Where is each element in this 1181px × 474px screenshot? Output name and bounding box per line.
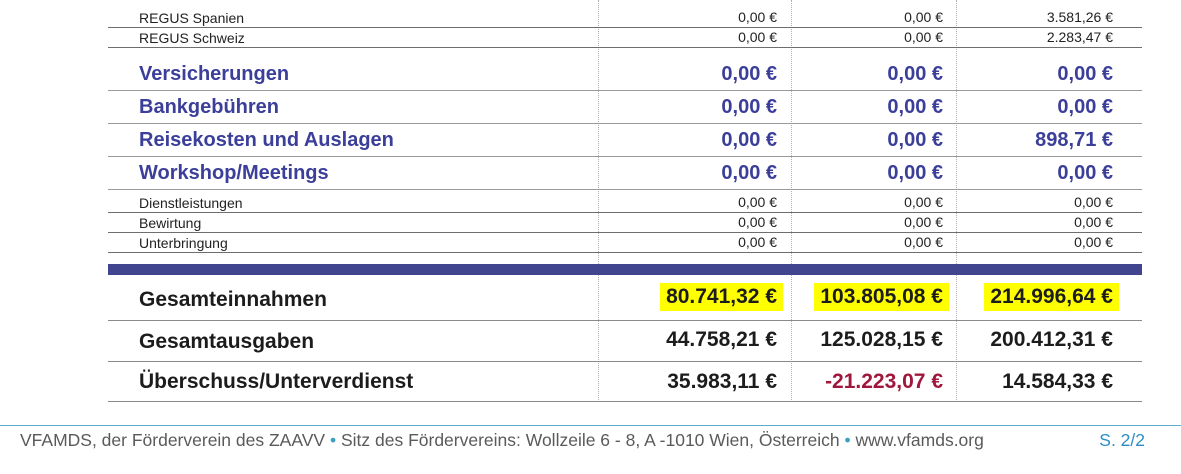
cell-value: 0,00 € <box>887 129 943 151</box>
row-label: Bewirtung <box>139 214 202 231</box>
cell-value: 898,71 € <box>1035 129 1113 151</box>
footer-address: VFAMDS, der Förderverein des ZAAVV • Sit… <box>20 430 984 451</box>
cell-value: 0,00 € <box>738 214 777 230</box>
cell-value: 125.028,15 € <box>820 328 943 351</box>
cell-value: 14.584,33 € <box>1002 370 1113 393</box>
cell-value: 0,00 € <box>887 162 943 184</box>
cell-value: 0,00 € <box>1057 162 1113 184</box>
cell-value: 0,00 € <box>904 9 943 25</box>
cell-value: 35.983,11 € <box>667 370 777 393</box>
cell-value: 200.412,31 € <box>990 328 1113 351</box>
category-row: Workshop/Meetings <box>108 157 1142 190</box>
cell-value: 0,00 € <box>1074 194 1113 210</box>
footer-separator: • <box>329 430 337 450</box>
cell-value: 0,00 € <box>904 214 943 230</box>
cell-value: 2.283,47 € <box>1046 29 1113 45</box>
row-label: REGUS Schweiz <box>139 29 245 46</box>
cell-value: 0,00 € <box>738 9 777 25</box>
cell-value: 0,00 € <box>721 129 777 151</box>
total-row: Gesamtausgaben <box>108 321 1142 362</box>
highlighted-value: 103.805,08 € <box>814 283 949 311</box>
financial-table: REGUS Spanien 0,00 € 0,00 € 3.581,26 € R… <box>108 0 1142 410</box>
cell-value: 0,00 € <box>721 63 777 85</box>
table-row: REGUS Schweiz <box>108 28 1142 48</box>
cell-value: 0,00 € <box>904 194 943 210</box>
table-row: Bewirtung <box>108 213 1142 233</box>
category-label: Bankgebühren <box>139 96 280 118</box>
cell-value: 3.581,26 € <box>1046 9 1113 25</box>
column-divider <box>956 0 957 400</box>
cell-value: 0,00 € <box>1074 234 1113 250</box>
highlighted-value: 80.741,32 € <box>660 283 783 311</box>
footer-website: www.vfamds.org <box>855 430 984 450</box>
category-row: Reisekosten und Auslagen <box>108 124 1142 157</box>
cell-value: 44.758,21 € <box>666 328 777 351</box>
footer-seat: Sitz des Fördervereins: Wollzeile 6 - 8,… <box>340 430 840 450</box>
cell-value: 0,00 € <box>721 96 777 118</box>
page-footer: VFAMDS, der Förderverein des ZAAVV • Sit… <box>20 430 1145 451</box>
table-row: Dienstleistungen <box>108 193 1142 213</box>
footer-org: VFAMDS, der Förderverein des ZAAVV <box>20 430 326 450</box>
column-divider <box>791 0 792 400</box>
table-row: REGUS Spanien <box>108 8 1142 28</box>
category-row: Bankgebühren <box>108 91 1142 124</box>
row-label: Dienstleistungen <box>139 194 243 211</box>
cell-value: 0,00 € <box>887 96 943 118</box>
footer-divider <box>0 425 1181 426</box>
highlighted-value: 214.996,64 € <box>984 283 1119 311</box>
cell-value: 0,00 € <box>738 234 777 250</box>
cell-value: 0,00 € <box>738 29 777 45</box>
section-separator-bar <box>108 264 1142 275</box>
cell-value: 0,00 € <box>887 63 943 85</box>
category-row: Versicherungen <box>108 58 1142 91</box>
row-label: Unterbringung <box>139 234 228 251</box>
row-label: REGUS Spanien <box>139 9 245 26</box>
table-row: Unterbringung <box>108 233 1142 253</box>
cell-value: 0,00 € <box>1057 63 1113 85</box>
total-row: Gesamteinnahmen <box>108 279 1142 321</box>
total-label: Überschuss/Unterverdienst <box>139 370 414 393</box>
total-label: Gesamteinnahmen <box>139 288 327 311</box>
category-label: Reisekosten und Auslagen <box>139 129 394 151</box>
cell-value: 0,00 € <box>1057 96 1113 118</box>
negative-value: -21.223,07 € <box>825 370 943 393</box>
cell-value: 0,00 € <box>738 194 777 210</box>
footer-separator: • <box>844 430 851 450</box>
cell-value: 0,00 € <box>904 29 943 45</box>
category-label: Versicherungen <box>139 63 290 85</box>
cell-value: 0,00 € <box>904 234 943 250</box>
cell-value: 0,00 € <box>1074 214 1113 230</box>
cell-value: 0,00 € <box>721 162 777 184</box>
category-label: Workshop/Meetings <box>139 162 329 184</box>
total-label: Gesamtausgaben <box>139 329 315 353</box>
total-row: Überschuss/Unterverdienst <box>108 362 1142 402</box>
column-divider <box>598 0 599 400</box>
page-number: S. 2/2 <box>1099 430 1145 450</box>
